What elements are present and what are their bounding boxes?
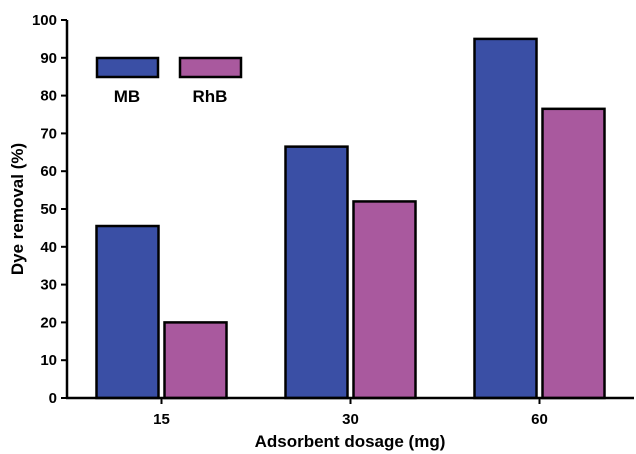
bar-rhb-15 xyxy=(163,321,228,400)
x-tick-label: 60 xyxy=(531,411,548,428)
y-tick-label: 50 xyxy=(40,201,57,218)
y-tick-label: 90 xyxy=(40,50,57,67)
x-tick-label: 30 xyxy=(342,411,359,428)
legend: MB RhB xyxy=(95,56,243,106)
bar-mb-15 xyxy=(95,224,160,400)
y-axis-ticks: 0 10 20 30 40 50 60 70 80 90 100 xyxy=(32,12,67,407)
y-tick-label: 100 xyxy=(32,12,57,29)
y-tick-label: 80 xyxy=(40,88,57,105)
bar-mb-60 xyxy=(473,37,538,400)
bar-rhb-30 xyxy=(352,200,417,400)
y-axis-title: Dye removal (%) xyxy=(8,143,27,275)
y-tick-label: 30 xyxy=(40,277,57,294)
y-tick-label: 70 xyxy=(40,125,57,142)
legend-label-rhb: RhB xyxy=(193,87,228,106)
x-axis-ticks: 15 30 60 xyxy=(153,398,548,428)
y-tick-label: 20 xyxy=(40,314,57,331)
x-tick-label: 15 xyxy=(153,411,170,428)
legend-swatch-mb xyxy=(95,56,160,79)
bar-rhb-60 xyxy=(541,107,606,400)
y-tick-label: 0 xyxy=(49,390,57,407)
legend-label-mb: MB xyxy=(114,87,140,106)
x-axis-title: Adsorbent dosage (mg) xyxy=(255,432,446,451)
y-tick-label: 40 xyxy=(40,239,57,256)
bar-mb-30 xyxy=(284,145,349,400)
y-tick-label: 60 xyxy=(40,163,57,180)
plot-area xyxy=(95,37,606,400)
y-tick-label: 10 xyxy=(40,352,57,369)
legend-swatch-rhb xyxy=(178,56,243,79)
